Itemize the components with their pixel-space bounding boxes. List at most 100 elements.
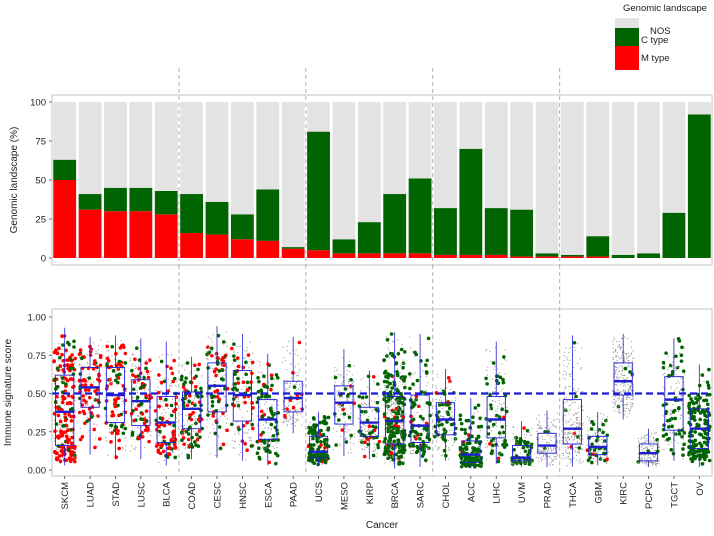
- point-skcm: [68, 401, 72, 405]
- point-lusc: [144, 447, 145, 448]
- point-esca: [266, 422, 267, 423]
- point-gbm: [601, 423, 605, 427]
- point-skcm: [61, 442, 62, 443]
- point-thca: [570, 409, 571, 410]
- point-meso: [334, 443, 338, 447]
- point-chol: [438, 403, 442, 407]
- point-thca: [565, 451, 566, 452]
- point-tgct: [684, 427, 685, 428]
- point-meso: [348, 381, 349, 382]
- point-blca: [164, 452, 165, 453]
- point-kirc: [619, 370, 620, 371]
- point-lihc: [495, 347, 496, 348]
- point-thca: [577, 442, 578, 443]
- point-brca: [402, 441, 403, 442]
- point-kirc: [621, 366, 622, 367]
- point-stad: [121, 373, 122, 374]
- point-brca: [400, 416, 401, 417]
- point-hnsc: [251, 359, 252, 360]
- point-meso: [347, 431, 348, 432]
- point-thca: [564, 388, 565, 389]
- point-kirc: [619, 358, 620, 359]
- point-paad: [287, 413, 288, 414]
- top-y-axis-title: Genomic landscape (%): [9, 127, 20, 234]
- point-kirp: [374, 381, 375, 382]
- point-esca: [262, 374, 263, 375]
- point-tgct: [684, 373, 685, 374]
- point-brca: [389, 390, 393, 394]
- point-pcpg: [656, 441, 657, 442]
- point-gbm: [592, 422, 596, 426]
- point-tgct: [667, 369, 668, 370]
- point-kirc: [615, 366, 616, 367]
- point-thca: [575, 350, 576, 351]
- point-thca: [573, 432, 574, 433]
- point-kirp: [363, 456, 364, 457]
- point-skcm: [58, 343, 59, 344]
- point-blca: [165, 365, 169, 369]
- point-thca: [582, 444, 583, 445]
- point-brca: [387, 412, 388, 413]
- point-skcm: [53, 429, 57, 433]
- point-gbm: [589, 417, 590, 418]
- point-thca: [571, 460, 572, 461]
- point-tgct: [672, 451, 673, 452]
- point-chol: [436, 399, 437, 400]
- point-blca: [160, 401, 161, 402]
- point-cesc: [221, 368, 225, 372]
- point-hnsc: [232, 422, 233, 423]
- point-luad: [87, 388, 91, 392]
- point-kirc: [615, 370, 616, 371]
- point-thca: [565, 449, 566, 450]
- point-esca: [259, 406, 260, 407]
- point-brca: [386, 455, 387, 456]
- point-lihc: [491, 426, 492, 427]
- point-kirc: [622, 391, 623, 392]
- point-lusc: [137, 374, 141, 378]
- point-thca: [567, 359, 568, 360]
- point-prad: [551, 458, 552, 459]
- point-skcm: [63, 414, 64, 415]
- point-thca: [574, 414, 575, 415]
- point-cesc: [225, 374, 226, 375]
- point-kirc: [616, 341, 617, 342]
- point-luad: [81, 379, 85, 383]
- bar-luad-nos: [79, 102, 102, 194]
- point-brca: [402, 425, 403, 426]
- point-skcm: [67, 427, 68, 428]
- point-blca: [157, 448, 161, 452]
- point-skcm: [62, 349, 63, 350]
- point-kirc: [618, 397, 619, 398]
- point-acc: [478, 446, 479, 447]
- point-tgct: [672, 432, 673, 433]
- legend-swatch-m-type: [615, 46, 639, 70]
- point-cesc: [222, 340, 226, 344]
- point-prad: [538, 428, 539, 429]
- point-lihc: [486, 349, 487, 350]
- point-sarc: [422, 370, 423, 371]
- point-sarc: [427, 382, 428, 383]
- point-brca: [391, 354, 392, 355]
- point-uvm: [524, 449, 528, 453]
- point-hnsc: [251, 361, 255, 365]
- point-prad: [540, 458, 541, 459]
- point-sarc: [423, 429, 424, 430]
- point-kirc: [632, 399, 633, 400]
- point-tgct: [670, 386, 671, 387]
- point-acc: [471, 421, 475, 425]
- point-acc: [464, 431, 468, 435]
- point-stad: [124, 354, 125, 355]
- point-chol: [445, 431, 446, 432]
- point-ov: [695, 401, 699, 405]
- point-gbm: [595, 420, 596, 421]
- point-paad: [289, 415, 290, 416]
- point-coad: [184, 369, 185, 370]
- point-kirp: [362, 439, 363, 440]
- point-esca: [270, 377, 274, 381]
- point-tgct: [678, 381, 679, 382]
- point-hnsc: [237, 381, 241, 385]
- point-chol: [435, 424, 436, 425]
- point-kirc: [628, 373, 629, 374]
- point-paad: [303, 384, 304, 385]
- point-tgct: [674, 354, 678, 358]
